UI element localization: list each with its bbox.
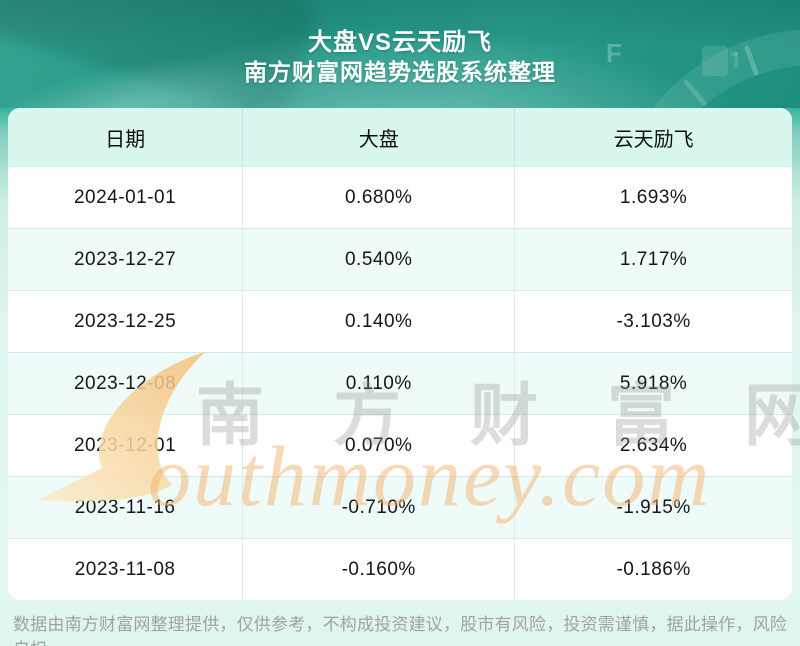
- cell-stock: -0.186%: [616, 558, 691, 580]
- table-row: 2023-11-08 -0.160% -0.186%: [8, 538, 792, 600]
- disclaimer-text: 数据由南方财富网整理提供，仅供参考，不构成投资建议，股市有风险，投资需谨慎，据此…: [13, 615, 787, 646]
- fuel-gauge-icon: F: [606, 29, 800, 108]
- column-header-stock: 云天励飞: [613, 128, 694, 151]
- table-row: 2023-12-08 0.110% 5.918%: [8, 352, 792, 414]
- cell-market: 0.070%: [243, 415, 516, 476]
- hero-banner: F 大盘VS云天励飞 南方财富网趋势选股系统整理: [0, 0, 800, 108]
- fuel-pump-icon: [702, 46, 738, 76]
- hero-titles: 大盘VS云天励飞 南方财富网趋势选股系统整理: [0, 0, 800, 86]
- cell-stock: -3.103%: [616, 310, 691, 332]
- disclaimer-bar: 数据由南方财富网整理提供，仅供参考，不构成投资建议，股市有风险，投资需谨慎，据此…: [0, 600, 800, 646]
- cell-date: 2023-12-01: [8, 415, 244, 476]
- table-body: 2024-01-01 0.680% 1.693% 2023-12-27 0.54…: [8, 166, 792, 600]
- cell-date: 2023-12-27: [8, 229, 244, 290]
- cell-market: 0.540%: [243, 229, 516, 290]
- table-row: 2023-11-16 -0.710% -1.915%: [8, 476, 792, 538]
- column-header-date: 日期: [8, 108, 244, 166]
- table-header-row: 日期 大盘 云天励飞: [8, 108, 792, 166]
- table-row: 2023-12-25 0.140% -3.103%: [8, 290, 792, 352]
- cell-stock: 5.918%: [619, 372, 688, 394]
- page-subtitle: 南方财富网趋势选股系统整理: [244, 59, 556, 85]
- cell-date: 2023-12-25: [8, 291, 244, 352]
- comparison-table: 日期 大盘 云天励飞 2024-01-01 0.680% 1.693% 2023…: [8, 108, 792, 600]
- cell-date: 2023-11-16: [8, 477, 244, 538]
- table-row: 2024-01-01 0.680% 1.693%: [8, 166, 792, 228]
- cell-stock: 1.693%: [619, 186, 688, 208]
- cell-market: 0.680%: [243, 167, 516, 228]
- cell-stock: 2.634%: [619, 434, 688, 456]
- cell-date: 2024-01-01: [8, 167, 244, 228]
- page-title: 大盘VS云天励飞: [307, 29, 492, 56]
- cell-market: -0.710%: [243, 477, 516, 538]
- cell-date: 2023-12-08: [8, 353, 244, 414]
- cell-market: -0.160%: [243, 539, 516, 600]
- cell-date: 2023-11-08: [8, 539, 244, 600]
- cell-market: 0.110%: [243, 353, 516, 414]
- gauge-f-label: F: [606, 38, 622, 68]
- cell-stock: 1.717%: [619, 248, 688, 270]
- table-row: 2023-12-01 0.070% 2.634%: [8, 414, 792, 476]
- cell-market: 0.140%: [243, 291, 516, 352]
- column-header-market: 大盘: [243, 108, 516, 166]
- table-row: 2023-12-27 0.540% 1.717%: [8, 228, 792, 290]
- cell-stock: -1.915%: [616, 496, 691, 518]
